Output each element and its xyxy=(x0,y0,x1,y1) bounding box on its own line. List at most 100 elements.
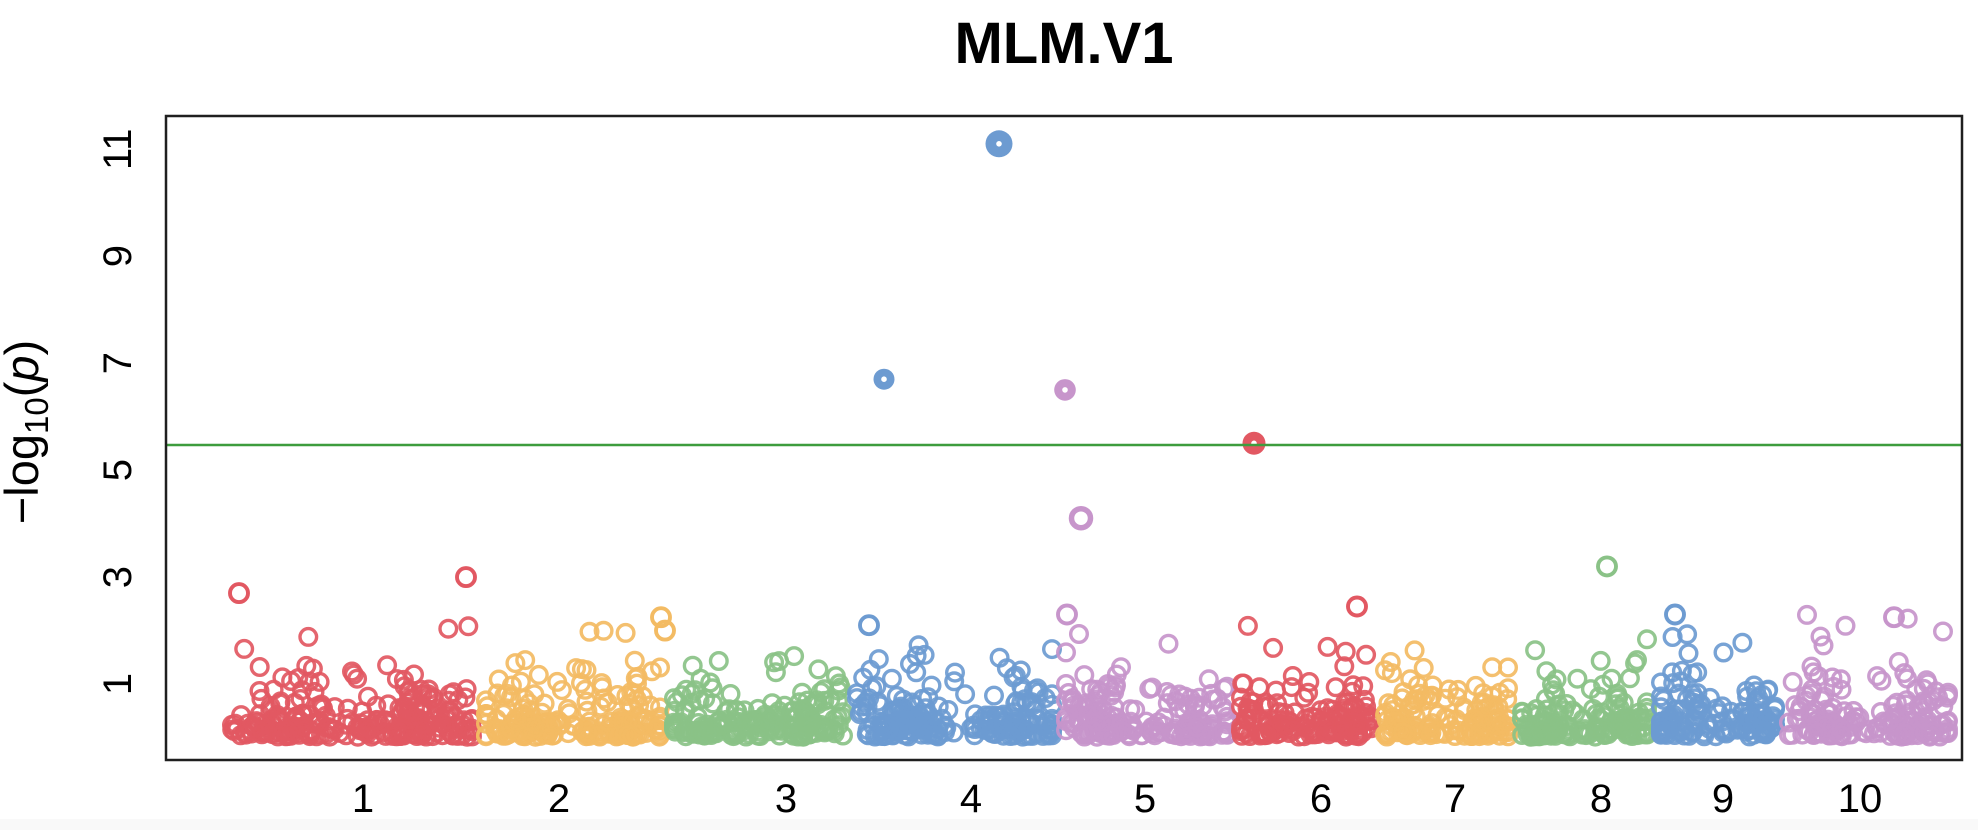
scatter-point xyxy=(1843,701,1864,722)
scatter-points-layer xyxy=(221,555,1958,747)
scatter-point xyxy=(808,659,829,680)
scatter-point xyxy=(559,703,580,724)
scatter-point xyxy=(798,716,819,737)
scatter-point xyxy=(613,712,634,733)
y-tick-label-9: 9 xyxy=(96,245,140,267)
scatter-point xyxy=(914,644,935,665)
scatter-point xyxy=(1233,719,1254,740)
x-tick-label-1: 1 xyxy=(352,777,374,821)
scatter-point xyxy=(1548,694,1569,715)
scatter-point xyxy=(367,710,388,731)
scatter-point xyxy=(955,684,976,705)
chromosome-cluster-1 xyxy=(221,616,483,747)
scatter-point xyxy=(1325,677,1346,698)
scatter-point xyxy=(235,724,256,745)
chromosome-cluster-5 xyxy=(1055,624,1237,747)
scatter-point xyxy=(343,664,364,685)
scatter-point xyxy=(1439,715,1460,736)
scatter-point xyxy=(1393,722,1414,743)
x-tick-label-2: 2 xyxy=(548,777,570,821)
scatter-point xyxy=(1380,652,1401,673)
scatter-point xyxy=(974,719,995,740)
scatter-point xyxy=(1653,689,1674,710)
scatter-point xyxy=(1464,709,1485,730)
scatter-point xyxy=(1867,666,1888,687)
scatter-point xyxy=(856,702,877,723)
scatter-point xyxy=(234,638,255,659)
scatter-point xyxy=(640,695,661,716)
scatter-point xyxy=(1752,711,1773,732)
scatter-point xyxy=(386,669,407,690)
scatter-point xyxy=(577,700,598,721)
scatter-point xyxy=(1743,675,1764,696)
scatter-point xyxy=(1917,673,1938,694)
scatter-point xyxy=(1713,642,1734,663)
scatter-point xyxy=(938,700,959,721)
scatter-point xyxy=(476,726,497,747)
scatter-point xyxy=(1916,694,1937,715)
scatter-point xyxy=(375,711,396,732)
scatter-point xyxy=(438,690,459,711)
scatter-point xyxy=(579,621,600,642)
scatter-point xyxy=(272,667,293,688)
scatter-point xyxy=(824,709,845,730)
scatter-point xyxy=(286,706,307,727)
plot-box-border xyxy=(164,114,1964,762)
scatter-point xyxy=(1567,668,1588,689)
scatter-point xyxy=(593,620,614,641)
scatter-point xyxy=(1593,706,1614,727)
scatter-point xyxy=(1162,724,1183,745)
scatter-point xyxy=(497,683,518,704)
scatter-point xyxy=(1662,627,1683,648)
scatter-point xyxy=(909,704,930,725)
scatter-point xyxy=(921,675,942,696)
scatter-point xyxy=(1174,686,1195,707)
scatter-point xyxy=(1871,670,1892,691)
scatter-point xyxy=(1092,699,1113,720)
x-tick-label-10: 10 xyxy=(1838,777,1883,821)
scatter-point xyxy=(547,671,568,692)
scatter-point xyxy=(1619,668,1640,689)
scatter-point xyxy=(825,666,846,687)
scatter-point xyxy=(377,655,398,676)
x-tick-label-9: 9 xyxy=(1712,777,1734,821)
scatter-point xyxy=(458,616,479,637)
scatter-point xyxy=(1674,725,1695,746)
scatter-point xyxy=(1335,641,1356,662)
significant-point-center-dot xyxy=(881,376,887,383)
y-axis-label: −log10(p) xyxy=(0,340,55,524)
scatter-point xyxy=(702,678,723,699)
outlier-point-chr8 xyxy=(1596,555,1618,578)
outlier-point-chr1 xyxy=(455,566,477,589)
x-tick-label-8: 8 xyxy=(1590,777,1612,821)
x-tick-label-3: 3 xyxy=(775,777,797,821)
scatter-point xyxy=(1835,615,1856,636)
scatter-point xyxy=(762,693,783,714)
scatter-point xyxy=(1473,683,1494,704)
scatter-point xyxy=(622,726,643,747)
scatter-point xyxy=(726,712,747,733)
y-axis-label-subscript: 10 xyxy=(18,397,55,434)
scatter-point xyxy=(928,696,949,717)
scatter-point xyxy=(893,689,914,710)
scatter-point xyxy=(528,664,549,685)
chromosome-cluster-7 xyxy=(1374,640,1518,747)
scatter-point xyxy=(1616,709,1637,730)
scatter-point xyxy=(1811,690,1832,711)
scatter-point xyxy=(566,658,587,679)
scatter-point xyxy=(993,704,1014,725)
scatter-point xyxy=(1497,689,1518,710)
outlier-point-chr4 xyxy=(858,614,880,637)
scatter-point xyxy=(781,701,802,722)
scatter-point xyxy=(1482,657,1503,678)
scatter-point xyxy=(736,726,757,747)
y-tick-label-7: 7 xyxy=(96,352,140,374)
scatter-point xyxy=(1801,656,1822,677)
scatter-point xyxy=(1252,722,1273,743)
x-tick-label-6: 6 xyxy=(1310,777,1332,821)
x-axis-tick-labels: 1 2 3 4 5 6 7 8 9 10 xyxy=(352,777,1882,821)
scatter-point xyxy=(1782,672,1803,693)
scatter-point xyxy=(794,704,815,725)
scatter-point xyxy=(1381,663,1402,684)
scatter-point xyxy=(726,720,747,741)
